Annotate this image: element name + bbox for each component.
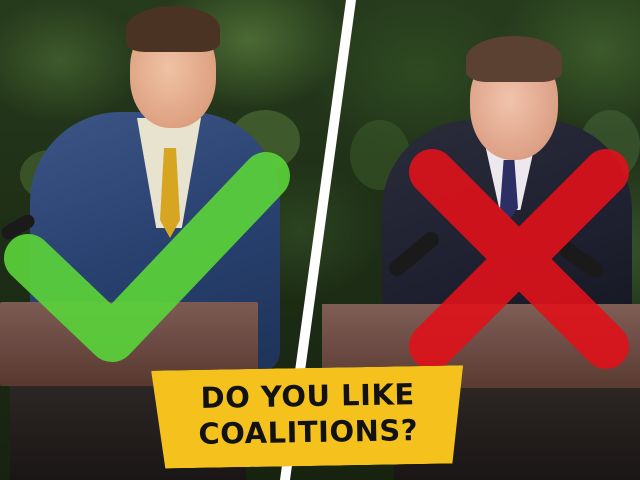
hair-left: [126, 6, 220, 52]
banner-text: DO YOU LIKE COALITIONS?: [151, 375, 464, 452]
banner-line-2: COALITIONS?: [198, 413, 419, 451]
hair-right: [466, 36, 562, 82]
banner-line-1: DO YOU LIKE: [200, 377, 415, 415]
question-banner: DO YOU LIKE COALITIONS?: [151, 365, 465, 468]
